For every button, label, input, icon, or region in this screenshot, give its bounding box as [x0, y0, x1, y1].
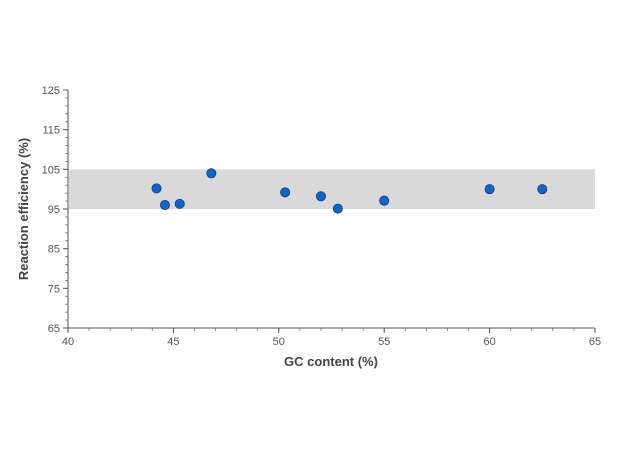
x-tick-label: 40: [62, 336, 74, 348]
y-tick-label: 65: [48, 323, 60, 335]
minor-ticks: [65, 89, 596, 331]
x-tick-label: 65: [589, 336, 601, 348]
x-tick-label: 50: [273, 336, 285, 348]
data-point: [315, 191, 326, 202]
data-point: [280, 187, 291, 198]
data-point: [159, 200, 170, 211]
reference-band: [69, 169, 595, 209]
y-tick-label: 85: [48, 244, 60, 256]
x-tick-label: 45: [167, 336, 179, 348]
data-point: [151, 183, 162, 194]
data-point: [174, 198, 185, 209]
y-tick-label: 125: [42, 85, 60, 97]
data-point: [206, 168, 217, 179]
y-tick-label: 105: [42, 164, 60, 176]
x-tick-label: 55: [378, 336, 390, 348]
y-axis-title: Reaction efficiency (%): [16, 138, 31, 280]
x-tick-label: 60: [483, 336, 495, 348]
data-point: [484, 184, 495, 195]
x-axis-title: GC content (%): [284, 354, 378, 369]
y-tick-label: 75: [48, 283, 60, 295]
x-axis-ticks: 40 45 50 55 60 65: [62, 328, 601, 348]
data-point: [537, 184, 548, 195]
y-tick-label: 95: [48, 204, 60, 216]
data-point: [379, 195, 390, 206]
data-point: [332, 203, 343, 214]
data-points: [151, 168, 548, 214]
y-axis-ticks: 65 75 85 95 105 115 125: [42, 85, 68, 335]
y-tick-label: 115: [42, 125, 60, 137]
